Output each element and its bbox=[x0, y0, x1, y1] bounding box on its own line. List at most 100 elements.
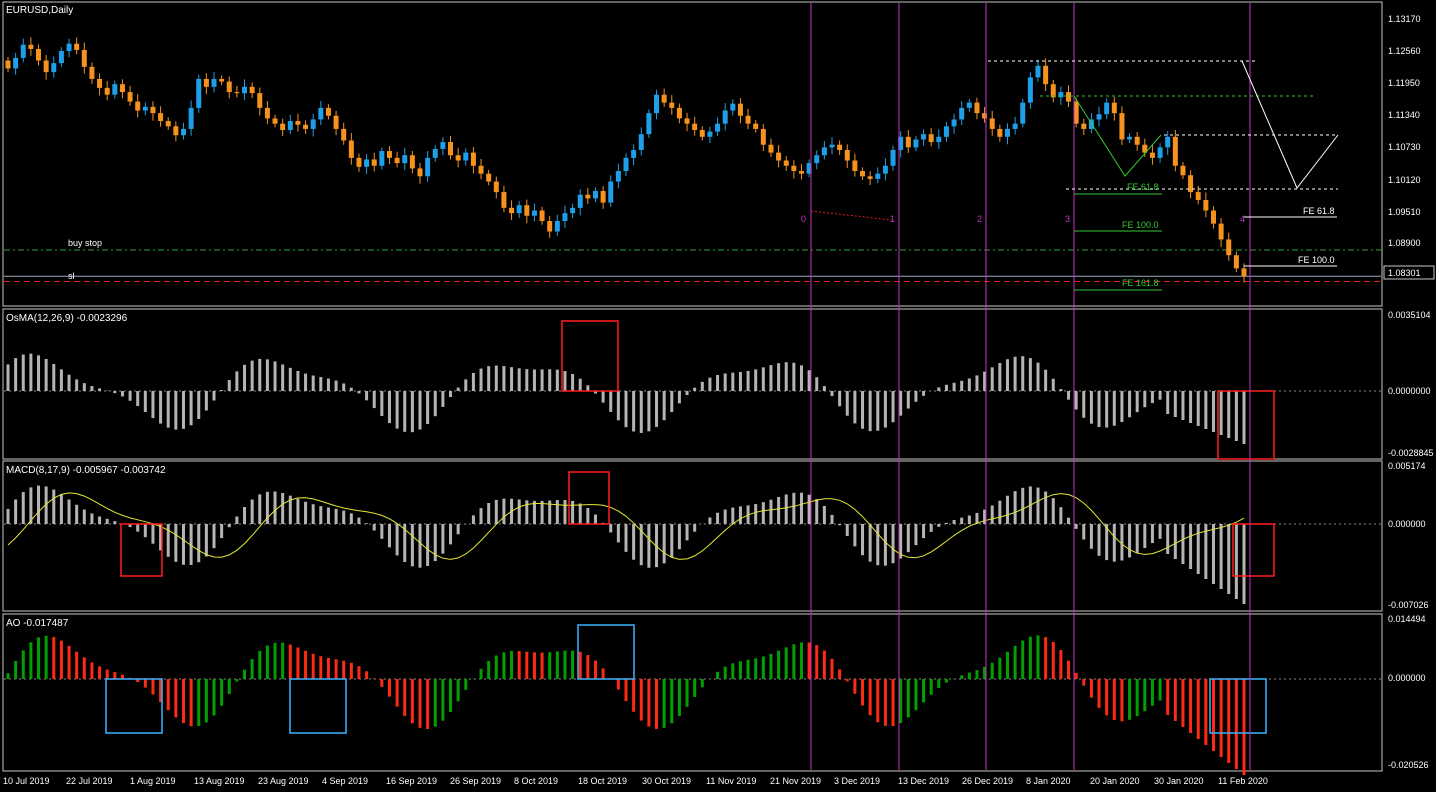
osma-layer bbox=[4, 320, 1381, 460]
candle-body bbox=[1058, 92, 1064, 98]
osma-bar bbox=[853, 391, 857, 424]
ao-axis: 0.014494 0.000000 -0.020526 bbox=[1388, 614, 1429, 770]
osma-highlight-box bbox=[1217, 390, 1275, 460]
macd-bar bbox=[14, 499, 18, 524]
macd-bar bbox=[304, 501, 308, 524]
ao-bar bbox=[1067, 660, 1071, 679]
osma-bar bbox=[204, 391, 208, 411]
candle-body bbox=[768, 144, 774, 153]
osma-bar bbox=[372, 391, 376, 409]
osma-bar bbox=[1211, 391, 1215, 432]
macd-bar bbox=[716, 512, 720, 524]
candle-body bbox=[173, 126, 179, 136]
ao-bar bbox=[90, 662, 94, 679]
candle-body bbox=[493, 181, 499, 193]
candle-body bbox=[753, 123, 759, 129]
ao-bar bbox=[395, 679, 399, 707]
macd-bar bbox=[197, 524, 201, 563]
candle-body bbox=[1050, 84, 1056, 98]
candle-body bbox=[1165, 136, 1171, 148]
osma-bar bbox=[29, 353, 33, 391]
macd-signal-line bbox=[7, 492, 1245, 560]
osma-bar bbox=[716, 375, 720, 391]
time-axis: 10 Jul 2019 22 Jul 2019 1 Aug 2019 13 Au… bbox=[3, 776, 1268, 786]
osma-bar bbox=[1135, 391, 1139, 413]
ao-bar bbox=[685, 679, 689, 707]
ao-bar bbox=[944, 679, 948, 683]
osma-bar bbox=[258, 358, 262, 391]
osma-panel[interactable] bbox=[2, 308, 1383, 460]
osma-bar bbox=[807, 370, 811, 391]
candle-body bbox=[486, 173, 492, 182]
candle-body bbox=[699, 129, 705, 137]
macd-bar bbox=[815, 499, 819, 524]
candle-body bbox=[654, 94, 660, 114]
osma-bar bbox=[1242, 391, 1246, 444]
candle-body bbox=[36, 48, 42, 61]
time-tick: 8 Jan 2020 bbox=[1026, 776, 1071, 786]
osma-bar bbox=[1059, 389, 1063, 391]
macd-bar bbox=[227, 524, 231, 528]
time-tick: 30 Oct 2019 bbox=[642, 776, 691, 786]
ao-bar bbox=[616, 679, 620, 690]
osma-bar bbox=[243, 364, 247, 391]
candle-body bbox=[112, 84, 118, 95]
osma-bar bbox=[1196, 391, 1200, 426]
osma-bar bbox=[639, 391, 643, 433]
macd-bar bbox=[159, 524, 163, 551]
candle-body bbox=[509, 207, 515, 214]
osma-axis: 0.0035104 0.0000000 -0.0028845 bbox=[1388, 310, 1434, 458]
candle-body bbox=[1073, 101, 1079, 124]
wave-label-1: 1 bbox=[890, 214, 895, 224]
osma-bar bbox=[662, 391, 666, 421]
osma-bar bbox=[37, 355, 41, 391]
osma-bar bbox=[990, 367, 994, 391]
osma-bar bbox=[98, 388, 102, 391]
candle-body bbox=[921, 134, 927, 140]
macd-bar bbox=[632, 524, 636, 560]
macd-tick: -0.007026 bbox=[1388, 600, 1429, 610]
osma-bar bbox=[1089, 391, 1093, 424]
macd-bar bbox=[845, 524, 849, 537]
macd-bar bbox=[52, 489, 56, 524]
osma-bar bbox=[792, 362, 796, 391]
candle-body bbox=[203, 78, 209, 87]
osma-bar bbox=[365, 391, 369, 401]
macd-bar bbox=[258, 494, 262, 524]
osma-bar bbox=[960, 380, 964, 391]
candle-body bbox=[905, 136, 911, 148]
ao-bar bbox=[403, 679, 407, 716]
macd-bar bbox=[67, 499, 71, 524]
macd-bar bbox=[769, 499, 773, 524]
price-panel[interactable] bbox=[2, 1, 1383, 307]
ao-bar bbox=[1051, 641, 1055, 679]
macd-bar bbox=[922, 524, 926, 539]
osma-bar bbox=[876, 391, 880, 431]
ao-panel[interactable] bbox=[2, 613, 1383, 772]
ao-bar bbox=[1173, 679, 1177, 721]
ao-bar bbox=[67, 645, 71, 679]
ao-bar bbox=[662, 679, 666, 728]
osma-bar bbox=[1204, 391, 1208, 429]
wave-label-3: 3 bbox=[1065, 214, 1070, 224]
macd-bar bbox=[82, 509, 86, 524]
candle-body bbox=[364, 159, 370, 167]
ao-bar bbox=[464, 679, 468, 690]
osma-bar bbox=[746, 370, 750, 391]
candle-body bbox=[730, 103, 736, 111]
osma-bar bbox=[632, 391, 636, 432]
ao-bar bbox=[899, 679, 903, 723]
macd-bar bbox=[548, 500, 552, 524]
macd-panel[interactable] bbox=[2, 460, 1383, 612]
candle-body bbox=[1142, 144, 1148, 153]
macd-bar bbox=[342, 510, 346, 524]
osma-bar bbox=[1120, 391, 1124, 423]
macd-bar bbox=[204, 524, 208, 557]
macd-bar bbox=[593, 514, 597, 524]
osma-bar bbox=[326, 378, 330, 391]
macd-bar bbox=[243, 507, 247, 524]
macd-highlight-box bbox=[568, 471, 610, 525]
ao-bar bbox=[1143, 679, 1147, 712]
osma-bar bbox=[1227, 391, 1231, 438]
